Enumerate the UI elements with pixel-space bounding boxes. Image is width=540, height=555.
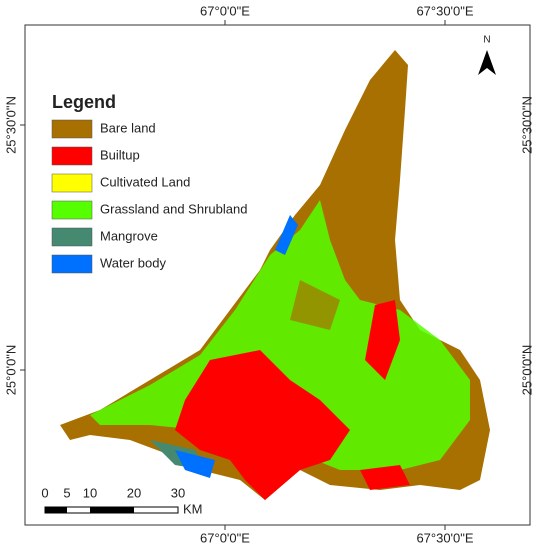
scale-label: 0 bbox=[41, 485, 48, 500]
legend-label: Builtup bbox=[100, 147, 140, 162]
north-arrow-shape bbox=[478, 50, 496, 75]
latitude-label: 25°0'0"N bbox=[3, 345, 18, 396]
longitude-label: 67°0'0"E bbox=[200, 530, 250, 545]
builtup-area bbox=[175, 350, 350, 500]
study-area bbox=[60, 50, 490, 500]
legend-label: Mangrove bbox=[100, 228, 158, 243]
legend-label: Cultivated Land bbox=[100, 174, 190, 189]
legend-swatch bbox=[51, 119, 93, 139]
legend-swatch bbox=[51, 146, 93, 166]
legend-swatch bbox=[51, 173, 93, 193]
scale-bar-segment bbox=[45, 507, 67, 513]
legend: Legend Bare land Builtup Cultivated Land Gr… bbox=[51, 92, 247, 274]
scale-bar-segment bbox=[90, 507, 134, 513]
legend-label: Water body bbox=[100, 255, 166, 270]
legend-swatch bbox=[51, 254, 93, 274]
builtup-patch bbox=[365, 300, 400, 380]
legend-label: Grassland and Shrubland bbox=[100, 201, 247, 216]
bare-land-patch bbox=[290, 280, 340, 330]
water-patch bbox=[175, 450, 215, 478]
scale-label: 10 bbox=[83, 485, 97, 500]
north-arrow: N bbox=[478, 35, 496, 75]
longitude-label: 67°30'0"E bbox=[416, 530, 473, 545]
legend-label: Bare land bbox=[100, 120, 156, 135]
water-patch bbox=[275, 215, 298, 255]
latitude-label: 25°30'0"N bbox=[3, 96, 18, 154]
legend-title: Legend bbox=[52, 92, 116, 112]
north-label: N bbox=[483, 35, 490, 46]
longitude-label: 67°0'0"E bbox=[200, 3, 250, 18]
latitude-label: 25°0'0"N bbox=[519, 345, 534, 396]
builtup-patch bbox=[360, 465, 410, 490]
longitude-label: 67°30'0"E bbox=[416, 3, 473, 18]
scale-unit: KM bbox=[183, 501, 203, 516]
scale-label: 20 bbox=[127, 485, 141, 500]
legend-swatch bbox=[51, 227, 93, 247]
scale-label: 30 bbox=[171, 485, 185, 500]
latitude-label: 25°30'0"N bbox=[519, 96, 534, 154]
scale-label: 5 bbox=[63, 485, 70, 500]
legend-swatch bbox=[51, 200, 93, 220]
